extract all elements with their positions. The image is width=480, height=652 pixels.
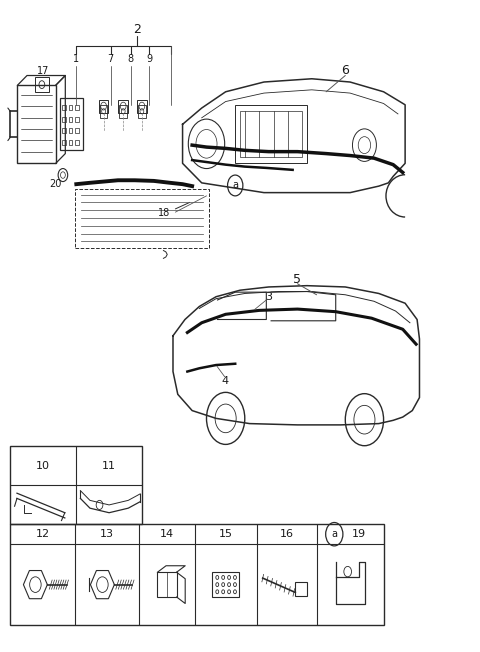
Text: 20: 20 — [49, 179, 62, 189]
Text: a: a — [232, 181, 238, 190]
Bar — [75, 117, 79, 122]
Bar — [69, 105, 72, 110]
Text: 5: 5 — [293, 273, 301, 286]
Bar — [99, 100, 108, 113]
Bar — [62, 105, 66, 110]
Bar — [120, 105, 127, 118]
Bar — [138, 105, 146, 118]
Text: 8: 8 — [128, 54, 134, 65]
Text: 4: 4 — [221, 376, 228, 386]
Bar — [69, 128, 72, 134]
Bar — [10, 524, 384, 625]
Text: 9: 9 — [146, 54, 152, 65]
Bar — [17, 85, 56, 164]
Bar — [60, 98, 84, 151]
Bar — [100, 105, 108, 118]
Bar — [62, 117, 66, 122]
Text: 11: 11 — [102, 461, 116, 471]
Text: 6: 6 — [341, 65, 349, 78]
Bar — [137, 100, 147, 113]
Bar — [75, 105, 79, 110]
Bar — [157, 572, 177, 597]
Bar — [69, 140, 72, 145]
Bar — [235, 105, 307, 164]
Bar — [75, 128, 79, 134]
Text: 14: 14 — [160, 529, 174, 539]
Bar — [10, 447, 142, 524]
Text: 2: 2 — [133, 23, 141, 37]
Bar — [295, 582, 307, 597]
Bar — [35, 78, 48, 92]
Text: 1: 1 — [73, 54, 79, 65]
Bar — [213, 572, 239, 597]
Text: 7: 7 — [108, 54, 114, 65]
Text: 10: 10 — [36, 461, 50, 471]
Bar — [69, 117, 72, 122]
Bar — [75, 189, 209, 248]
Text: 13: 13 — [100, 529, 114, 539]
Bar — [119, 100, 128, 113]
Text: 16: 16 — [280, 529, 294, 539]
Bar — [62, 128, 66, 134]
Text: 15: 15 — [219, 529, 233, 539]
Text: 12: 12 — [36, 529, 49, 539]
Text: 3: 3 — [265, 291, 272, 302]
Text: 17: 17 — [36, 66, 49, 76]
Text: 19: 19 — [352, 529, 366, 539]
Text: a: a — [331, 529, 337, 539]
Bar — [240, 111, 302, 157]
Bar — [75, 140, 79, 145]
Bar — [62, 140, 66, 145]
Text: 18: 18 — [158, 208, 170, 218]
